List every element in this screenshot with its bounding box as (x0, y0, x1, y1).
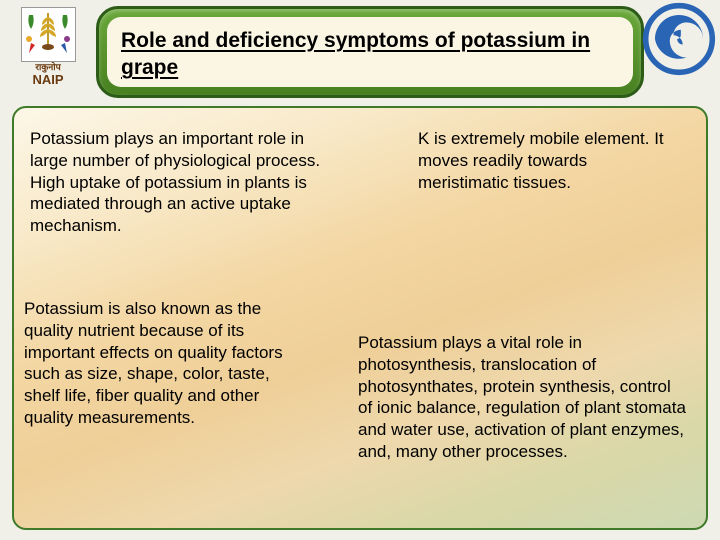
paragraph-processes: Potassium plays a vital role in photosyn… (358, 332, 688, 463)
slide: राकुनोप NAIP Role and deficiency symptom… (0, 0, 720, 540)
naip-logo-emblem (21, 7, 76, 62)
title-bar: Role and deficiency symptoms of potassiu… (96, 6, 644, 98)
paragraph-mobility: K is extremely mobile element. It moves … (418, 128, 678, 193)
naip-logo-script: राकुनोप (35, 63, 60, 72)
paragraph-quality: Potassium is also known as the quality n… (24, 298, 294, 429)
page-title: Role and deficiency symptoms of potassiu… (121, 27, 619, 82)
naip-logo-label: NAIP (32, 73, 63, 86)
swirl-logo (640, 2, 718, 92)
naip-logo: राकुनोप NAIP (2, 2, 94, 90)
paragraph-role: Potassium plays an important role in lar… (30, 128, 340, 237)
swirl-icon (642, 2, 716, 76)
wheat-emblem-icon (23, 9, 73, 59)
title-inner: Role and deficiency symptoms of potassiu… (107, 17, 633, 87)
